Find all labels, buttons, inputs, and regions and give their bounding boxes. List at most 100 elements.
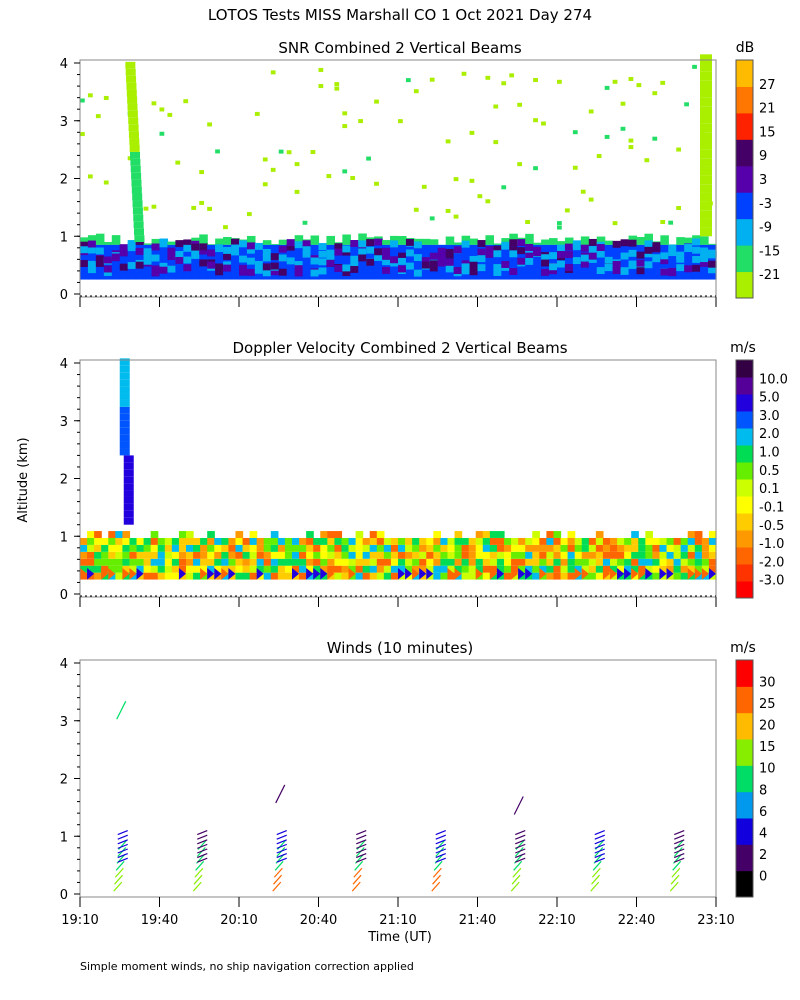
snr-cell [87,260,97,268]
snr-cell [564,208,570,213]
snr-cell [342,169,348,174]
doppler-cell [119,406,130,414]
snr-cell [366,239,375,247]
snr-cell [103,269,113,276]
doppler-cell [306,544,314,552]
wind-barb [275,784,286,804]
doppler-cell [602,558,611,566]
doppler-cell [666,544,675,552]
doppler-cell [369,551,378,559]
doppler-cell [242,537,251,545]
doppler-cell [119,399,130,407]
x-tick-label: 21:10 [379,913,416,928]
colorbar-swatch [736,581,753,599]
snr-cell [700,80,712,89]
doppler-cell [284,537,293,545]
doppler-cell [588,551,597,559]
doppler-cell [581,558,590,566]
doppler-cell [115,537,123,545]
colorbar-tick-label: 0.5 [759,464,780,479]
snr-cell [493,140,499,145]
doppler-cell [560,544,569,552]
snr-cell [87,266,97,274]
wind-barb [115,860,125,871]
snr-cell [405,78,411,83]
snr-cell [350,265,359,273]
doppler-cell [263,572,272,580]
snr-cell [390,256,399,264]
colorbar-swatch [736,686,753,714]
colorbar-swatch [736,870,753,898]
doppler-cell [313,551,321,559]
snr-cell [485,75,491,80]
doppler-cell [136,537,145,545]
doppler-cell [221,565,229,573]
doppler-cell [249,531,258,538]
snr-cell [262,244,272,280]
doppler-cell [419,544,427,552]
wind-barb [435,829,446,836]
doppler-cell [468,537,477,545]
snr-cell [191,243,200,251]
snr-cell [87,174,93,179]
snr-cell [692,264,701,272]
x-tick-label: 20:40 [300,913,337,928]
doppler-cell [659,537,668,545]
snr-cell [525,233,534,245]
doppler-cell [235,572,244,580]
snr-cell [334,86,340,91]
doppler-cell [412,565,420,573]
y-tick-label: 3 [60,715,68,730]
snr-cell [588,197,594,202]
snr-cell [223,236,232,245]
doppler-cell [228,565,237,573]
x-axis-label: Time (UT) [367,930,432,945]
wind-barb [197,853,208,859]
wind-barb [353,867,363,878]
snr-cell [445,248,455,256]
doppler-cell [101,551,109,559]
doppler-cell [122,537,131,545]
snr-cell [421,261,431,269]
y-tick-label: 4 [60,57,68,72]
doppler-cell [122,544,131,552]
doppler-cell [228,568,236,580]
snr-cell [262,182,268,187]
doppler-cell [405,558,413,566]
doppler-cell [150,544,159,552]
doppler-cell [119,420,130,428]
doppler-cell [687,558,696,566]
snr-cell [477,264,487,272]
doppler-cell [123,476,134,484]
doppler-cell [433,558,441,566]
snr-cell [125,68,136,76]
snr-cell [652,91,658,96]
snr-cell [111,235,121,245]
snr-cell [183,256,192,264]
wind-barb [513,860,523,871]
snr-cell [692,255,701,263]
doppler-cell [638,558,646,566]
doppler-cell [221,537,229,545]
wind-barb [435,834,446,840]
doppler-cell [518,537,526,545]
doppler-cell [157,544,166,552]
snr-cell [231,248,240,256]
doppler-cell [164,551,173,559]
doppler-cell [398,551,406,559]
snr-cell [302,250,312,258]
doppler-cell [617,551,625,559]
doppler-cell [376,544,385,552]
doppler-cell [228,551,237,559]
doppler-cell [129,537,138,545]
colorbar-swatch [736,192,753,220]
wind-barb [670,874,680,885]
doppler-cell [178,551,187,559]
doppler-cell [694,544,703,552]
snr-cell [700,184,712,193]
doppler-cell [546,544,555,552]
snr-cell [215,263,224,271]
wind-barb [276,853,287,859]
snr-cell [151,101,157,106]
doppler-cell [299,572,307,580]
